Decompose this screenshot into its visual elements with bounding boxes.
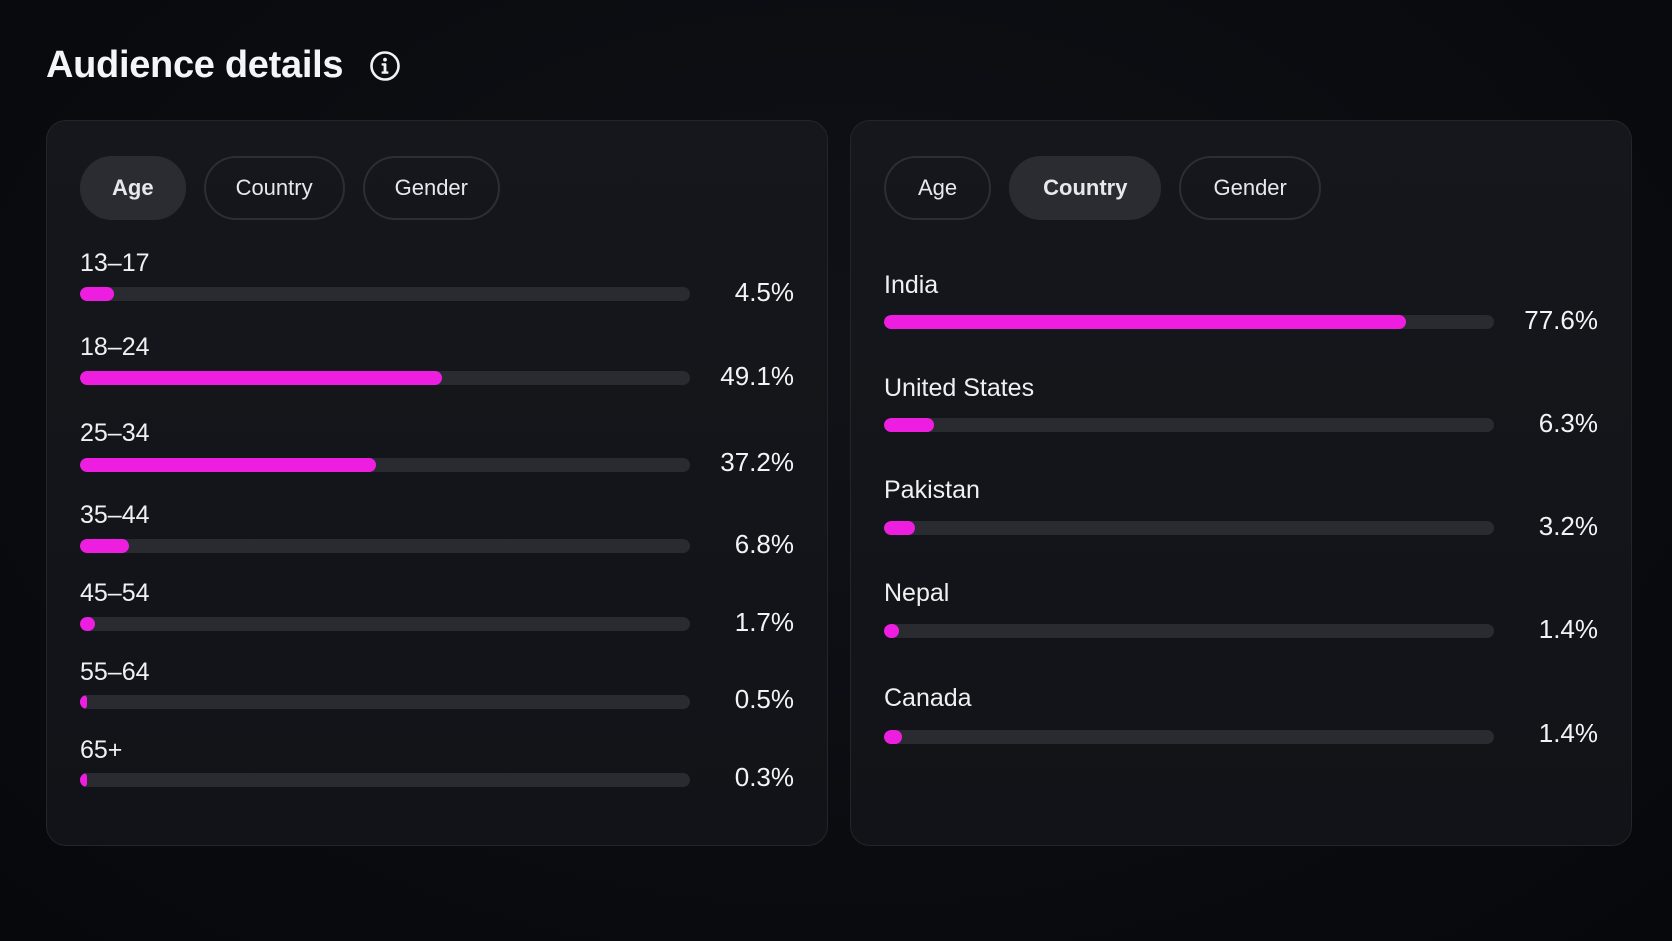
tab-gender[interactable]: Gender — [1179, 156, 1321, 220]
country-bar-track — [884, 418, 1494, 432]
country-bar-fill — [884, 315, 1407, 329]
age-row-label: 65+ — [80, 736, 123, 764]
country-breakdown-card: Age Country Gender India 77.6% United St… — [850, 120, 1632, 846]
page-header: Audience details — [46, 44, 401, 87]
age-bar-track — [80, 287, 690, 301]
country-row-value: 3.2% — [1538, 511, 1598, 541]
country-bar-track — [884, 730, 1494, 744]
age-bar-track — [80, 773, 690, 787]
country-bar-fill — [884, 730, 903, 744]
country-row-value: 77.6% — [1524, 305, 1598, 335]
age-row-value: 6.8% — [734, 529, 794, 559]
age-card-tabs: Age Country Gender — [80, 156, 500, 220]
country-row-value: 1.4% — [1538, 718, 1598, 748]
country-row-label: India — [884, 271, 939, 299]
age-row-value: 0.5% — [734, 684, 794, 714]
country-bar-track — [884, 624, 1494, 638]
age-bar-fill — [80, 695, 88, 709]
age-row-label: 25–34 — [80, 419, 150, 447]
age-row-value: 49.1% — [720, 361, 794, 391]
country-bar-track — [884, 521, 1494, 535]
age-bar-fill — [80, 773, 88, 787]
tab-age[interactable]: Age — [80, 156, 186, 220]
age-bar-fill — [80, 458, 376, 472]
country-row-value: 6.3% — [1538, 408, 1598, 438]
tab-country[interactable]: Country — [1009, 156, 1162, 220]
country-bar-fill — [884, 521, 915, 535]
country-row-label: Pakistan — [884, 476, 980, 504]
country-card-tabs: Age Country Gender — [884, 156, 1321, 220]
age-row-label: 55–64 — [80, 658, 150, 686]
country-row-value: 1.4% — [1538, 614, 1598, 644]
tab-gender[interactable]: Gender — [362, 156, 500, 220]
age-bar-track — [80, 458, 690, 472]
age-bar-track — [80, 539, 690, 553]
age-bar-fill — [80, 617, 96, 631]
age-row-label: 18–24 — [80, 333, 150, 361]
age-bar-fill — [80, 287, 114, 301]
age-bar-track — [80, 371, 690, 385]
country-bar-track — [884, 315, 1494, 329]
age-bar-fill — [80, 371, 442, 385]
country-bar-fill — [884, 418, 935, 432]
age-row-value: 4.5% — [734, 277, 794, 307]
age-breakdown-card: Age Country Gender 13–17 4.5% 18–24 49.1… — [46, 120, 828, 846]
age-bar-track — [80, 617, 690, 631]
age-bar-track — [80, 695, 690, 709]
info-icon[interactable] — [369, 50, 401, 82]
country-row-label: Canada — [884, 684, 972, 712]
age-row-value: 0.3% — [734, 762, 794, 792]
age-row-label: 13–17 — [80, 249, 150, 277]
page-title: Audience details — [46, 44, 344, 86]
country-row-label: Nepal — [884, 579, 950, 607]
age-row-value: 1.7% — [734, 607, 794, 637]
tab-age[interactable]: Age — [884, 156, 992, 220]
country-row-label: United States — [884, 374, 1035, 402]
age-row-label: 35–44 — [80, 501, 150, 529]
country-bar-fill — [884, 624, 900, 638]
age-row-value: 37.2% — [720, 447, 794, 477]
tab-country[interactable]: Country — [203, 156, 345, 220]
age-bar-fill — [80, 539, 129, 553]
age-row-label: 45–54 — [80, 579, 150, 607]
